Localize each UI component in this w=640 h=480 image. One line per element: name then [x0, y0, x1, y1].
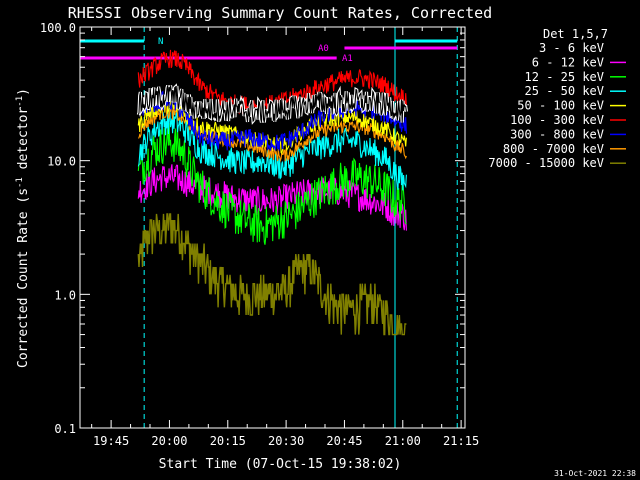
- y-tick-label: 10.0: [47, 155, 76, 169]
- x-axis-label: Start Time (07-Oct-15 19:38:02): [159, 457, 402, 472]
- x-tick-label: 20:00: [151, 434, 187, 448]
- legend-title: Det 1,5,7: [543, 27, 608, 41]
- y-tick-label: 0.1: [54, 422, 76, 436]
- flag-label-a0: A0: [318, 44, 329, 54]
- chart-title: RHESSI Observing Summary Count Rates, Co…: [68, 4, 492, 22]
- legend-entry-label: 3 - 6 keV: [539, 41, 604, 55]
- series-line-2: [137, 123, 407, 245]
- legend-entry-label: 7000 - 15000 keV: [488, 156, 604, 170]
- x-tick-label: 19:45: [93, 434, 129, 448]
- y-axis-label: Corrected Count Rate (s-1 detector-1): [15, 88, 31, 368]
- legend-entry-label: 50 - 100 keV: [517, 99, 604, 113]
- flag-label-a1: A1: [342, 54, 353, 64]
- legend-entry-label: 800 - 7000 keV: [503, 142, 604, 156]
- y-tick-label: 1.0: [54, 288, 76, 302]
- legend-entry-label: 100 - 300 keV: [510, 113, 604, 127]
- plot-frame: [79, 26, 466, 429]
- flag-label-n: N: [158, 37, 163, 47]
- legend-entry-label: 300 - 800 keV: [510, 127, 604, 141]
- y-tick-label: 100.0: [40, 21, 76, 35]
- series-line-3: [137, 107, 407, 191]
- x-tick-label: 20:15: [210, 434, 246, 448]
- x-tick-label: 21:15: [443, 434, 479, 448]
- series-line-8: [137, 213, 407, 336]
- legend-entry-label: 25 - 50 keV: [525, 84, 604, 98]
- legend-entry-label: 12 - 25 keV: [525, 70, 604, 84]
- generation-timestamp: 31-Oct-2021 22:38: [554, 469, 636, 478]
- series-line-1: [137, 164, 407, 231]
- legend-entry-label: 6 - 12 keV: [532, 55, 604, 69]
- x-tick-label: 21:00: [385, 434, 421, 448]
- x-tick-label: 20:45: [326, 434, 362, 448]
- x-tick-label: 20:30: [268, 434, 304, 448]
- series-line-0: [137, 85, 407, 123]
